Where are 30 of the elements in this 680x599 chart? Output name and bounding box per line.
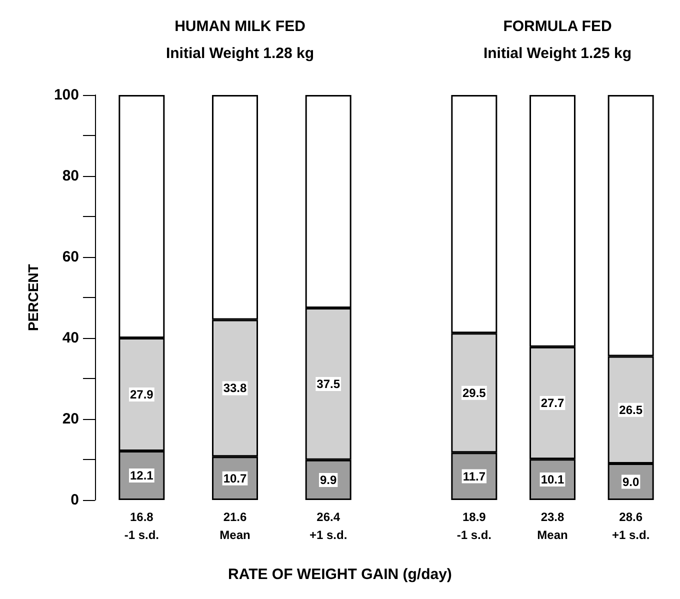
y-tick-label: 20: [62, 410, 79, 428]
chart-subtitle: Initial Weight 1.28 kg: [166, 45, 314, 62]
x-tick-label: 16.8 -1 s.d.: [124, 510, 160, 542]
data-label: 12.1: [130, 468, 154, 482]
y-axis-title: PERCENT: [25, 264, 41, 331]
chart-title: HUMAN MILK FED: [174, 18, 306, 35]
data-label: 10.7: [223, 471, 247, 486]
x-axis-title: RATE OF WEIGHT GAIN (g/day): [227, 566, 453, 583]
y-tick-label: 60: [62, 248, 79, 266]
y-tick-label: 100: [54, 86, 79, 104]
x-tick-label: 23.8 Mean: [537, 510, 568, 542]
data-label: 11.7: [462, 469, 486, 484]
chart-title: FORMULA FED: [503, 18, 612, 35]
data-label: 33.8: [223, 381, 247, 396]
data-label: 27.7: [540, 396, 564, 410]
data-label: 37.5: [316, 376, 340, 391]
y-tick-label: 0: [70, 492, 79, 508]
x-tick-label: 28.6 +1 s.d.: [612, 510, 650, 542]
x-tick-label: 26.4 +1 s.d.: [309, 510, 348, 542]
data-label: 9.9: [320, 472, 337, 487]
data-label: 26.5: [619, 402, 643, 417]
data-label: 9.0: [622, 474, 640, 489]
data-label: 27.9: [130, 387, 154, 402]
data-label: 29.5: [462, 386, 486, 400]
chart-subtitle: Initial Weight 1.25 kg: [483, 45, 632, 62]
x-tick-label: 18.9 -1 s.d.: [456, 510, 492, 542]
y-tick-label: 40: [62, 330, 79, 346]
y-tick-label: 80: [62, 168, 79, 184]
x-tick-label: 21.6 Mean: [220, 510, 250, 542]
data-label: 10.1: [540, 472, 564, 487]
